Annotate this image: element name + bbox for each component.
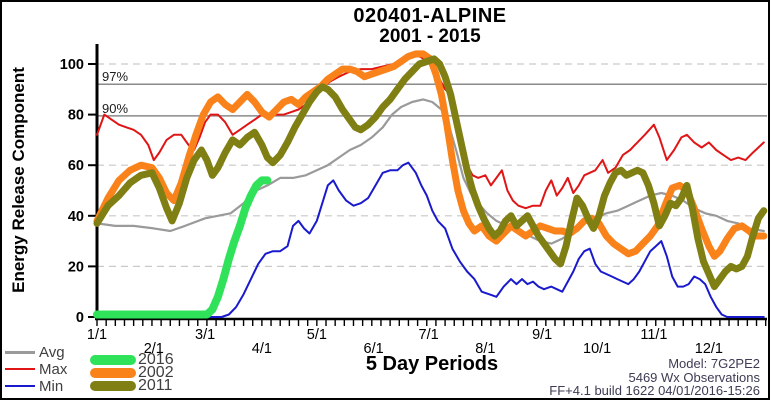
x-tick-label: 4/1 <box>252 341 272 357</box>
page-title: 020401-ALPINE <box>353 5 507 27</box>
legend-label: Min <box>39 377 64 395</box>
max-line-swatch <box>5 368 35 370</box>
page-subtitle: 2001 - 2015 <box>379 26 481 47</box>
legend-label: 2016 <box>138 351 174 368</box>
x-tick-label: 9/1 <box>532 327 552 343</box>
legend-label: 2011 <box>138 377 173 394</box>
y-tick-label: 20 <box>68 259 84 275</box>
x-tick-label: 12/1 <box>695 341 723 357</box>
y-tick-label: 0 <box>76 310 84 326</box>
legend-item-2002: 2002 <box>90 364 174 381</box>
model-id: Model: 7G2PE2 <box>668 356 760 371</box>
legend-item-min: Min <box>5 377 64 395</box>
percentile-label: 90% <box>102 101 128 116</box>
x-tick-label: 3/1 <box>195 327 215 343</box>
legend-item-2016: 2016 <box>90 351 174 368</box>
series-2011 <box>93 55 768 291</box>
x-tick-label: 11/1 <box>640 327 667 343</box>
observation-count: 5469 Wx Observations <box>628 369 760 385</box>
build-timestamp: FF+4.1 build 1622 04/01/2016-15:26 <box>549 383 760 398</box>
x-tick-label: 2/1 <box>144 341 164 357</box>
legend-item-avg: Avg <box>5 343 65 361</box>
min-line-swatch <box>5 385 35 387</box>
year-2011-swatch <box>90 381 136 391</box>
x-tick-label: 6/1 <box>364 341 384 357</box>
x-tick-label: 7/1 <box>419 327 439 343</box>
y-tick-label: 40 <box>68 209 84 225</box>
y-tick-label: 60 <box>68 158 84 174</box>
percentile-label: 97% <box>102 69 128 84</box>
x-axis-label: 5 Day Periods <box>365 353 499 375</box>
y-tick-label: 80 <box>68 108 84 124</box>
x-tick-label: 1/1 <box>87 327 107 343</box>
year-2002-swatch <box>90 368 136 378</box>
x-tick-label: 10/1 <box>583 341 611 357</box>
year-2016-swatch <box>90 355 136 365</box>
legend-label: 2002 <box>138 364 174 381</box>
legend-item-2011: 2011 <box>90 377 173 394</box>
title-block: 020401-ALPINE 2001 - 2015 <box>97 6 763 47</box>
legend-label: Max <box>39 360 68 378</box>
model-info-block: Model: 7G2PE2 5469 Wx Observations FF+4.… <box>549 357 760 398</box>
legend-label: Avg <box>39 343 65 361</box>
y-tick-label: 100 <box>60 57 84 73</box>
avg-line-swatch <box>5 350 35 354</box>
series-2016 <box>93 176 272 319</box>
x-tick-label: 5/1 <box>307 327 327 343</box>
legend-item-max: Max <box>5 360 68 378</box>
x-tick-label: 8/1 <box>475 341 495 357</box>
series-Min <box>96 161 765 318</box>
